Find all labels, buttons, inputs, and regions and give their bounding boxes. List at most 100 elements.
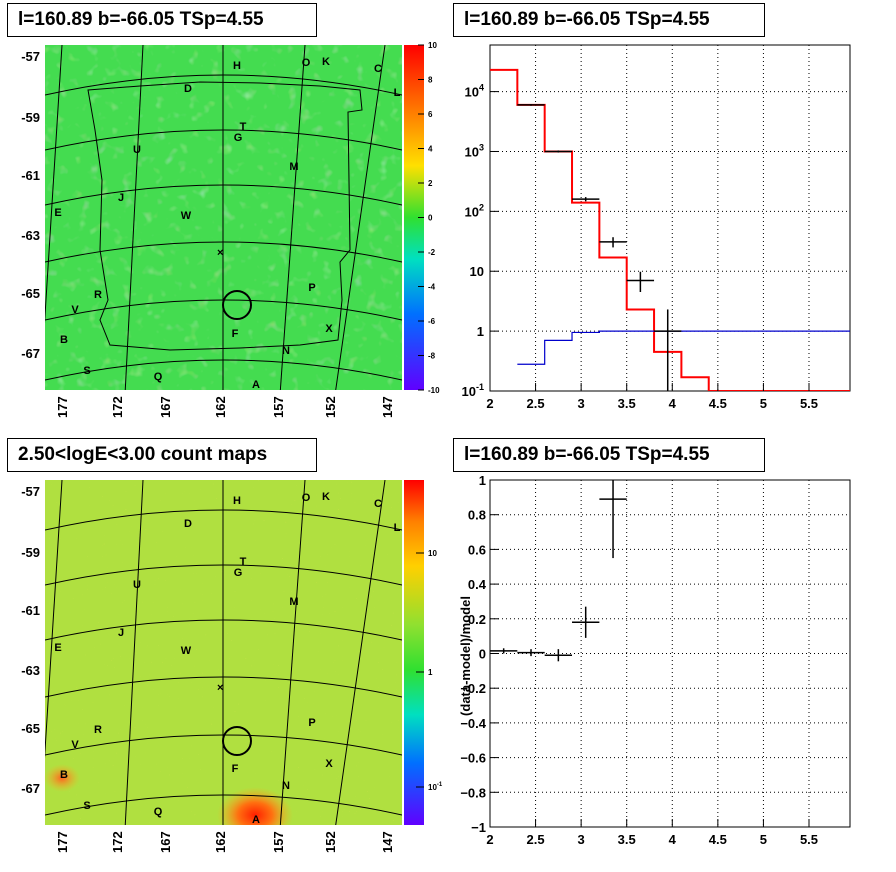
source-label-e: E: [54, 207, 61, 219]
data-point: [626, 271, 655, 293]
data-point: [654, 309, 682, 391]
y-tick-label: 10: [470, 264, 484, 279]
y-tick-label: 0.6: [468, 542, 486, 557]
countmap-y-ticks: -57 -59 -61 -63 -65 -67: [21, 484, 40, 796]
residuals-ylabel: (data-model)/model: [458, 596, 473, 716]
x-tick-label: 152: [323, 396, 338, 418]
x-tick-label: 157: [271, 831, 286, 853]
countmap-colorbar: [404, 480, 424, 825]
source-label-c: C: [374, 63, 382, 75]
y-tick-label: -67: [21, 781, 40, 796]
source-label-h: H: [233, 495, 241, 507]
y-tick-label: −1: [471, 820, 486, 835]
source-label-n: N: [282, 345, 290, 357]
x-tick-label: 162: [213, 396, 228, 418]
x-tick-label: 4.5: [709, 396, 727, 411]
source-label-b: B: [60, 769, 68, 781]
data-point: [599, 237, 627, 248]
colorbar-tick-label: 1: [428, 668, 433, 677]
y-tick-label: -63: [21, 228, 40, 243]
source-label-o: O: [302, 57, 311, 69]
tsmap-panel: × H O K CL D TG U M J E W R P V X F B N S Q A 10 8 6 4 2 0 -2 -4 -6 -…: [21, 41, 440, 418]
source-label-f: F: [232, 763, 239, 775]
tsmap-x-ticks: 177 172 167 162 157 152 147: [55, 396, 395, 418]
colorbar-tick-label: -2: [428, 248, 436, 257]
y-tick-label: -65: [21, 721, 40, 736]
y-tick-label: -57: [21, 49, 40, 64]
colorbar-tick-label: 0: [428, 214, 433, 223]
y-tick-label: -61: [21, 603, 40, 618]
colorbar-tick-label: 4: [428, 145, 433, 154]
title-residuals: l=160.89 b=-66.05 TSp=4.55: [453, 438, 765, 472]
residuals-grid: [489, 479, 850, 828]
y-tick-label: −0.6: [460, 751, 486, 766]
data-point: [572, 197, 600, 202]
source-label-q: Q: [154, 806, 163, 818]
x-tick-label: 157: [271, 396, 286, 418]
source-label-v: V: [71, 739, 79, 751]
y-tick-label: 1: [479, 473, 486, 488]
colorbar-tick-label: 2: [428, 179, 433, 188]
x-tick-label: 2.5: [527, 396, 545, 411]
source-label-m: M: [289, 161, 298, 173]
y-tick-label: -57: [21, 484, 40, 499]
source-label-f: F: [232, 328, 239, 340]
countmap-panel: × H O K CL D TG U M J E W R P V X F B N S Q A 10 1 10-1 177 172…: [21, 480, 443, 853]
source-label-m: M: [289, 596, 298, 608]
x-tick-label: 4: [669, 396, 677, 411]
source-label-v: V: [71, 304, 79, 316]
x-tick-label: 2.5: [527, 832, 545, 847]
x-marker: ×: [217, 682, 223, 694]
tsmap-y-ticks: -57 -59 -61 -63 -65 -67: [21, 49, 40, 361]
tsmap-colorbar: [404, 45, 424, 390]
y-tick-label: -63: [21, 663, 40, 678]
source-label-j: J: [118, 192, 124, 204]
source-label-u: U: [133, 144, 141, 156]
source-label-c: C: [374, 498, 382, 510]
source-label-s: S: [83, 800, 90, 812]
y-tick-label: 104: [465, 83, 484, 100]
title-countmap: 2.50<logE<3.00 count maps: [7, 438, 317, 472]
source-label-k: K: [322, 491, 330, 503]
x-tick-label: 5: [760, 832, 767, 847]
residuals-axes: 2 2.5 3 3.5 4 4.5 5 5.5 1 0.8 0.6 0.4 0.2 0 −0.2 −0.4 −0…: [460, 473, 818, 847]
colorbar-tick-label: -8: [428, 352, 436, 361]
source-label-t: T: [240, 121, 247, 133]
x-tick-label: 3.5: [618, 396, 636, 411]
spectrum-frame: [489, 44, 851, 392]
x-tick-label: 3: [578, 396, 585, 411]
source-label-g: G: [234, 132, 243, 144]
x-tick-label: 177: [55, 831, 70, 853]
x-tick-label: 147: [380, 831, 395, 853]
source-label-a: A: [252, 814, 260, 826]
x-tick-label: 162: [213, 831, 228, 853]
x-tick-label: 4: [669, 832, 677, 847]
residuals-points: [490, 480, 627, 662]
source-label-r: R: [94, 289, 102, 301]
source-label-h: H: [233, 60, 241, 72]
y-tick-label: −0.2: [460, 681, 486, 696]
colorbar-tick-label: 10-1: [428, 782, 443, 792]
source-label-e: E: [54, 642, 61, 654]
tsmap-colorbar-ticks: 10 8 6 4 2 0 -2 -4 -6 -8 -10: [418, 41, 440, 395]
source-label-k: K: [322, 56, 330, 68]
source-label-t: T: [240, 556, 247, 568]
x-tick-label: 147: [380, 396, 395, 418]
residuals-panel: 2 2.5 3 3.5 4 4.5 5 5.5 1 0.8 0.6 0.4 0.2 0 −0.2 −0.4 −0…: [458, 473, 851, 847]
y-tick-label: 1: [477, 324, 484, 339]
countmap-hotspot-b: [44, 764, 80, 792]
data-point: [544, 649, 573, 662]
colorbar-tick-label: 6: [428, 110, 433, 119]
x-tick-label: 177: [55, 396, 70, 418]
source-label-q: Q: [154, 371, 163, 383]
x-tick-label: 5.5: [800, 396, 818, 411]
source-label-b: B: [60, 334, 68, 346]
x-tick-label: 3: [578, 832, 585, 847]
x-tick-label: 3.5: [618, 832, 636, 847]
y-tick-label: -59: [21, 545, 40, 560]
tsmap-grid: [45, 45, 402, 390]
title-tsmap: l=160.89 b=-66.05 TSp=4.55: [7, 3, 317, 37]
source-label-a: A: [252, 379, 260, 391]
